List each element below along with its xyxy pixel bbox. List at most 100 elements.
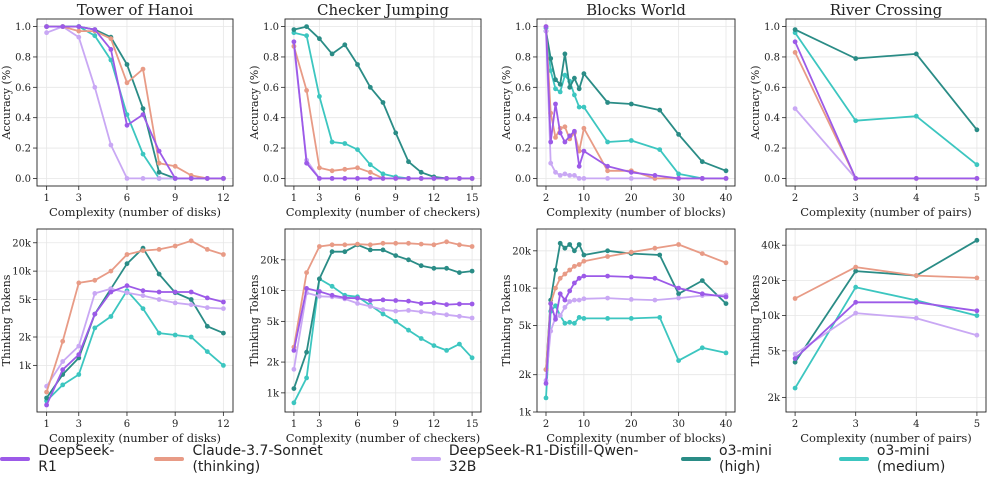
data-point-distill [562,304,568,310]
data-point-o3_medium [581,104,587,110]
legend-item-deepseek-r1: DeepSeek-R1 [0,443,128,475]
y-tick-label: 0.6 [764,83,780,94]
series-line-deepseek_r1 [794,301,978,360]
data-point-deepseek_r1 [548,301,554,306]
data-point-o3_medium [605,316,610,321]
data-point-o3_high [792,27,798,32]
data-point-deepseek_r1 [188,176,194,181]
x-axis-label: Complexity (number of disks) [49,431,221,445]
data-point-o3_high [974,237,980,243]
data-point-o3_high [418,263,424,269]
data-point-distill [853,310,859,316]
y-tick-label: 1.0 [515,22,531,33]
data-point-o3_high [553,77,558,83]
plot-frame [536,228,736,413]
y-tick-label: 10k [260,286,280,297]
panel-4: 1 3 6 9 12 1k 2k 5k 10k 20k Complexity (number of … [0,228,234,445]
panel-2: 2 10 20 30 40 0.0 0.2 0.4 0.6 0.8 1.0 Blocks World C… [500,1,736,219]
data-point-o3_high [221,330,226,336]
data-point-claude [304,88,309,93]
data-point-distill [92,84,98,90]
data-point-o3_high [329,249,335,255]
data-point-claude [792,296,798,301]
series-line-deepseek_r1 [545,275,727,384]
data-point-o3_medium [974,162,980,168]
data-point-o3_high [329,51,335,57]
data-point-o3_medium [853,284,859,290]
x-tick-label: 2 [792,193,798,204]
data-point-deepseek_r1 [562,297,568,303]
data-point-o3_medium [543,395,549,401]
x-tick-label: 9 [393,419,399,430]
data-point-claude [676,242,681,247]
data-point-o3_medium [657,315,663,320]
data-point-o3_high [853,56,859,61]
data-point-distill [367,304,373,309]
data-point-deepseek_r1 [699,176,705,181]
data-point-o3_high [304,24,309,29]
legend-item-claude: Claude-3.7-Sonnet (thinking) [154,443,384,475]
data-point-claude [124,80,130,86]
data-point-distill [605,176,610,181]
data-point-o3_medium [304,33,309,39]
data-point-claude [431,242,437,248]
data-point-claude [342,242,348,248]
data-point-distill [124,290,130,296]
series-line-o3_high [545,30,727,172]
data-point-claude [367,242,373,248]
data-point-claude [317,244,322,249]
data-point-deepseek_r1 [304,160,309,166]
plot-frame [284,18,482,187]
x-tick-label: 20 [625,193,638,204]
data-point-claude [553,135,558,140]
data-point-deepseek_r1 [444,302,449,307]
y-tick-label: 2k [19,333,32,344]
data-point-deepseek_r1 [304,286,309,291]
data-point-claude [221,252,226,257]
data-point-o3_high [156,169,162,175]
data-point-deepseek_r1 [172,289,178,295]
data-point-distill [140,293,146,298]
y-tick-label: 0.4 [515,113,531,124]
data-point-o3_medium [581,316,587,321]
data-point-deepseek_r1 [913,299,919,305]
y-axis-label: Accuracy (%) [749,65,762,140]
x-tick-label: 9 [393,193,399,204]
data-point-deepseek_r1 [156,148,162,154]
data-point-o3_medium [457,341,462,347]
legend-label-o3-medium: o3-mini (medium) [876,443,946,475]
y-tick-label: 0.6 [515,83,531,94]
data-point-claude [406,240,411,246]
data-point-distill [562,171,568,177]
chart-title: Blocks World [586,1,686,19]
x-tick-label: 3 [76,419,82,430]
data-point-o3_medium [60,382,66,388]
data-point-deepseek_r1 [342,176,348,181]
x-tick-label: 5 [974,193,980,204]
data-point-o3_medium [140,306,146,311]
data-point-deepseek_r1 [406,298,411,304]
data-point-o3_medium [974,313,980,318]
data-point-distill [431,310,437,316]
data-point-distill [204,305,210,310]
data-point-distill [974,332,980,338]
y-tick-label: 20k [761,276,781,287]
data-point-distill [124,176,130,181]
data-point-o3_high [567,242,573,247]
y-axis-label: Accuracy (%) [500,65,513,140]
panel-5: 1 3 6 9 12 15 1k 2k 5k 10k 20k Complexity (number o… [248,228,482,445]
data-point-deepseek_r1 [188,289,194,295]
y-tick-label: 0.6 [15,83,31,94]
legend-label-distill: DeepSeek-R1-Distill-Qwen-32B [448,443,639,475]
data-point-claude [342,166,348,172]
data-point-deepseek_r1 [576,163,582,169]
data-point-o3_high [557,240,563,246]
data-point-distill [567,299,573,304]
data-point-deepseek_r1 [76,24,82,29]
data-point-claude [76,28,82,34]
data-point-claude [457,242,462,248]
data-point-deepseek_r1 [581,148,587,154]
data-point-claude [628,249,634,255]
series-line-claude [794,266,977,300]
data-point-o3_medium [329,139,335,145]
